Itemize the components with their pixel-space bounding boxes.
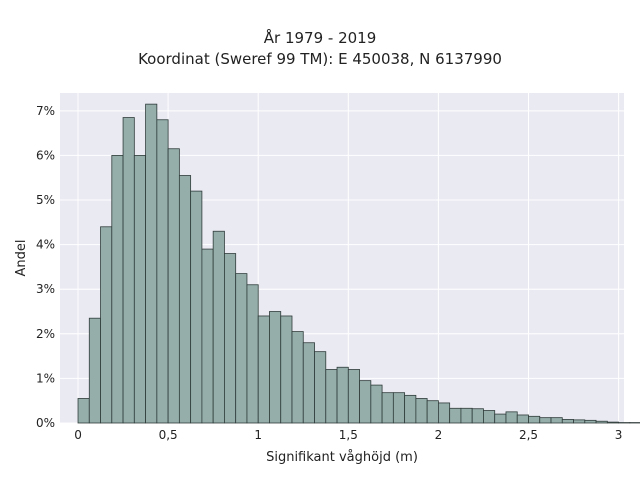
histogram-bar [167,148,180,424]
histogram-bar [77,398,90,424]
x-tick-label: 2,5 [519,428,538,442]
y-tick-labels: 0% 1% 2% 3% 4% 5% 6% 7% [36,104,55,430]
y-tick-label: 6% [36,148,55,162]
histogram-bar [404,394,417,424]
y-tick-label: 0% [36,416,55,430]
histogram-bar [133,155,146,424]
histogram-bar [224,253,237,424]
y-tick-label: 1% [36,371,55,385]
histogram-bar [190,190,203,424]
histogram-bar [336,366,349,424]
histogram-bar [359,380,372,424]
histogram-bar [100,226,113,424]
histogram-bar [145,103,158,424]
y-axis-label: Andel [14,240,29,277]
histogram-bar [561,419,574,424]
histogram-bar [370,384,383,424]
histogram-bar [595,420,608,424]
histogram-bar [471,408,484,424]
histogram-bar [584,419,597,424]
histogram-bar [269,311,282,424]
histogram-bar [438,402,451,424]
y-tick-label: 3% [36,282,55,296]
x-tick-label: 1,5 [339,428,358,442]
histogram-bar [302,342,315,424]
x-tick-labels: 0 0,5 1 1,5 2 2,5 3 [74,428,622,442]
histogram-bar [201,248,214,424]
x-tick-label: 0 [74,428,82,442]
y-tick-label: 4% [36,238,55,252]
histogram-bar [381,392,394,424]
histogram-bar [280,315,293,424]
histogram-bar [483,410,496,424]
histogram-bar [606,421,619,424]
histogram-bar [347,369,360,424]
histogram-bar [573,419,586,424]
histogram-bar [494,413,507,424]
histogram-bar [505,411,518,424]
x-tick-label: 0,5 [159,428,178,442]
histogram-bar [212,230,225,424]
histogram-bar [550,417,563,424]
y-tick-label: 2% [36,327,55,341]
histogram-bar [325,369,338,424]
histogram-bar [528,415,541,424]
x-tick-label: 1 [254,428,262,442]
histogram-bar [426,400,439,424]
histogram-bar [314,351,327,424]
bars [77,103,640,424]
histogram-bar [291,331,304,424]
histogram-bar [257,315,270,424]
x-axis-label: Signifikant våghöjd (m) [266,450,418,465]
y-tick-label: 5% [36,193,55,207]
x-tick-label: 2 [435,428,443,442]
chart-title: År 1979 - 2019 [263,29,377,47]
histogram-bar [392,392,406,424]
histogram-bar [460,407,473,424]
histogram-bar [178,175,192,424]
histogram-bar [156,119,169,424]
histogram-bar [539,417,552,424]
histogram-bar [111,155,124,424]
histogram-bar [88,317,101,424]
histogram-bar [235,273,248,424]
histogram-bar [516,414,529,424]
histogram-bar [122,117,135,424]
histogram-bar [415,398,428,424]
x-tick-label: 3 [615,428,623,442]
histogram-bar [246,284,259,424]
chart-subtitle: Koordinat (Sweref 99 TM): E 450038, N 61… [138,50,502,68]
histogram-bar [449,407,462,424]
y-tick-label: 7% [36,104,55,118]
